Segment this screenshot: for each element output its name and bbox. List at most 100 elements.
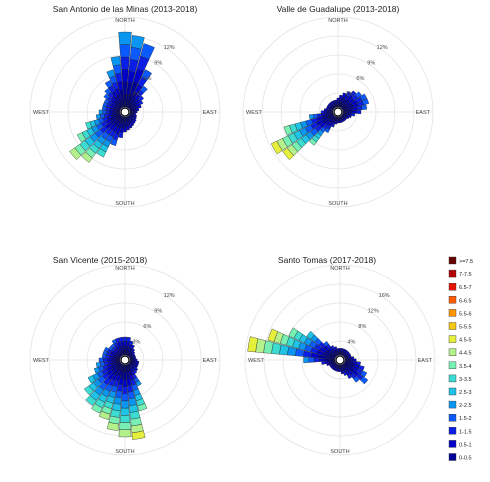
- wind-bin-5: [359, 376, 369, 385]
- wind-bin-8: [83, 385, 94, 396]
- legend-swatch: [448, 256, 457, 265]
- wind-bin-3: [326, 362, 331, 367]
- sector-220deg: [85, 363, 123, 406]
- wind-bin-2: [339, 350, 341, 353]
- sector-290deg: [102, 350, 121, 359]
- wind-bin-3: [323, 110, 328, 114]
- wind-bin-4: [137, 95, 144, 102]
- wind-bin-2: [339, 367, 341, 370]
- wind-bin-6: [98, 109, 103, 115]
- pct-label: 6%: [143, 76, 151, 82]
- wind-bin-3: [109, 110, 114, 114]
- wind-bin-6: [106, 69, 116, 79]
- sector-200deg: [110, 116, 124, 146]
- sector-270deg: [303, 356, 336, 364]
- sector-170deg: [340, 364, 344, 375]
- wind-bin-7: [120, 407, 130, 416]
- pct-label: 9%: [154, 60, 162, 66]
- legend-label: 4.5-5: [459, 338, 472, 344]
- direction-label-east: EAST: [416, 110, 431, 116]
- wind-bin-10: [118, 429, 132, 438]
- sector-210deg: [91, 363, 124, 414]
- sector-160deg: [126, 116, 133, 129]
- sector-20deg: [339, 92, 347, 108]
- legend-swatch: [448, 309, 457, 317]
- sector-190deg: [106, 364, 125, 431]
- wind-bin-2: [132, 111, 135, 113]
- sector-350deg: [110, 56, 125, 108]
- direction-label-south: SOUTH: [328, 201, 347, 207]
- wind-bin-5: [353, 376, 360, 383]
- pct-label: 8%: [358, 324, 366, 330]
- pct-label: 3%: [132, 92, 140, 98]
- pct-label: 6%: [143, 324, 151, 330]
- sector-220deg: [331, 363, 338, 370]
- legend-swatch: [448, 440, 457, 448]
- legend-swatch: [448, 400, 457, 409]
- wind-bin-11: [267, 328, 279, 343]
- legend-label: 0-0.5: [459, 456, 472, 462]
- wind-bin-3: [123, 126, 127, 133]
- sector-130deg: [128, 114, 137, 123]
- wind-bin-4: [129, 340, 134, 346]
- wind-bin-3: [131, 351, 136, 355]
- sector-140deg: [127, 115, 136, 125]
- wind-bin-5: [111, 338, 117, 345]
- legend-swatch: [448, 374, 457, 383]
- legend-label: >=7.5: [459, 259, 473, 265]
- wind-bin-4: [122, 336, 128, 342]
- sector-350deg: [118, 336, 125, 356]
- wind-bin-4: [320, 110, 325, 114]
- sector-260deg: [308, 112, 334, 120]
- wind-bin-7: [306, 330, 315, 340]
- windrose-panel-2: Valle de Guadalupe (2013-2018) 3% 6% 9% 12% N…: [242, 4, 434, 208]
- wind-bin-5: [104, 88, 112, 96]
- sector-330deg: [330, 345, 339, 357]
- wind-bin-9: [91, 403, 103, 414]
- direction-label-north: NORTH: [330, 266, 349, 272]
- wind-bin-4: [321, 361, 326, 365]
- sector-0deg: [336, 97, 340, 108]
- wind-bin-2: [337, 118, 339, 122]
- wind-bin-4: [132, 369, 138, 375]
- wind-bin-8: [85, 121, 93, 130]
- wind-bin-2: [132, 359, 135, 361]
- sector-220deg: [81, 115, 123, 163]
- direction-label-south: SOUTH: [115, 449, 134, 455]
- sector-40deg: [127, 348, 136, 357]
- wind-bin-5: [324, 127, 330, 134]
- sector-150deg: [126, 363, 142, 387]
- chart-title: San Antonio de las Minas (2013-2018): [53, 4, 198, 14]
- legend-swatch: [448, 322, 457, 330]
- wind-bin-3: [347, 114, 352, 119]
- sector-120deg: [128, 113, 137, 120]
- sector-10deg: [125, 35, 145, 108]
- sector-300deg: [103, 98, 122, 111]
- legend-label: 1-1.5: [459, 429, 472, 435]
- wind-bin-3: [336, 97, 340, 102]
- wind-bin-4: [118, 336, 124, 343]
- rose-center: [333, 107, 343, 117]
- wind-bin-3: [131, 348, 136, 353]
- sector-350deg: [336, 348, 340, 356]
- pct-label: 9%: [154, 308, 162, 314]
- sector-100deg: [342, 112, 356, 117]
- wind-bin-8: [119, 415, 131, 423]
- windrose-panel-3: San Vicente (2015-2018) 3% 6% 9% 12% NORTH SOU…: [29, 255, 221, 456]
- sector-250deg: [93, 361, 121, 374]
- legend-label: 2-2.5: [459, 403, 472, 409]
- wind-bin-6: [128, 397, 137, 406]
- sector-280deg: [101, 353, 121, 360]
- sector-240deg: [76, 113, 122, 143]
- rose-center: [120, 107, 130, 117]
- sector-190deg: [118, 116, 125, 139]
- wind-bin-3: [338, 369, 342, 372]
- legend-swatch: [448, 387, 457, 396]
- sector-40deg: [342, 350, 349, 357]
- sector-330deg: [104, 80, 124, 109]
- legend-swatch: [448, 427, 457, 435]
- direction-label-west: WEST: [33, 110, 50, 116]
- wind-bin-3: [134, 362, 139, 367]
- wind-bin-6: [287, 346, 297, 356]
